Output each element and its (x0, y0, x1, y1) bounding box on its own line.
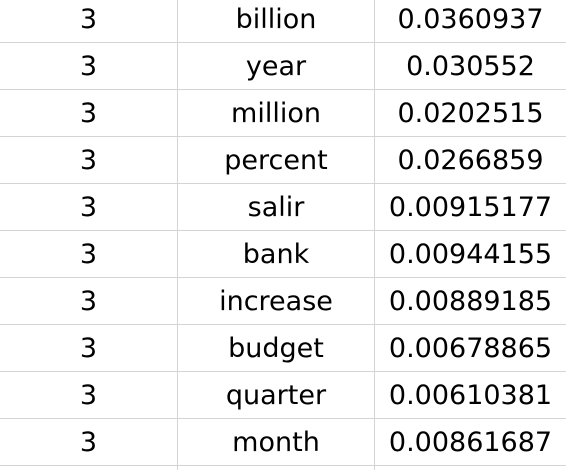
cell-value[interactable]: 0.00610381 (388, 379, 553, 411)
cell-word[interactable]: percent (224, 144, 328, 176)
column-divider (177, 0, 178, 470)
cell-col1[interactable]: 3 (79, 50, 98, 82)
table-row: 3 budget 0.00678865 (0, 325, 566, 372)
table-row: 3 salir 0.00915177 (0, 184, 566, 231)
table-row: 3 billion 0.0360937 (0, 0, 566, 43)
table-row: 3 month 0.00861687 (0, 419, 566, 466)
cell-word[interactable]: budget (228, 332, 324, 364)
cell-col1[interactable]: 3 (79, 3, 98, 35)
cell-word[interactable]: bank (242, 238, 310, 270)
cell-col1[interactable]: 3 (79, 238, 98, 270)
column-divider (374, 0, 375, 470)
table-row: 3 percent 0.0266859 (0, 137, 566, 184)
table-row: 3 million 0.0202515 (0, 90, 566, 137)
cell-value[interactable]: 0.00678865 (388, 332, 553, 364)
table-row: 3 quarter 0.00610381 (0, 372, 566, 419)
cell-value[interactable]: 0.00915177 (388, 191, 553, 223)
cell-value[interactable]: 0.0360937 (397, 3, 544, 35)
cell-col1[interactable]: 3 (79, 191, 98, 223)
cell-value[interactable]: 0.00944155 (388, 238, 553, 270)
cell-value[interactable]: 0.0202515 (397, 97, 544, 129)
cell-value[interactable]: 0.030552 (406, 50, 535, 82)
cell-col1[interactable]: 3 (79, 379, 98, 411)
cell-value[interactable]: 0.0266859 (397, 144, 544, 176)
cell-word[interactable]: quarter (225, 379, 327, 411)
cell-word[interactable]: year (245, 50, 307, 82)
table-row: 3 increase 0.00889185 (0, 278, 566, 325)
cell-value[interactable]: 0.00861687 (388, 426, 553, 458)
cell-word[interactable]: salir (247, 191, 305, 223)
table-row: 3 year 0.030552 (0, 43, 566, 90)
cell-col1[interactable]: 3 (79, 144, 98, 176)
cell-value[interactable]: 0.00889185 (388, 285, 553, 317)
cell-col1[interactable]: 3 (79, 97, 98, 129)
cell-word[interactable]: increase (219, 285, 333, 317)
cell-col1[interactable]: 3 (79, 332, 98, 364)
cell-word[interactable]: month (232, 426, 320, 458)
cell-word[interactable]: million (231, 97, 321, 129)
table-row: 3 bank 0.00944155 (0, 231, 566, 278)
cell-col1[interactable]: 3 (79, 426, 98, 458)
cell-word[interactable]: billion (235, 3, 317, 35)
cell-col1[interactable]: 3 (79, 285, 98, 317)
